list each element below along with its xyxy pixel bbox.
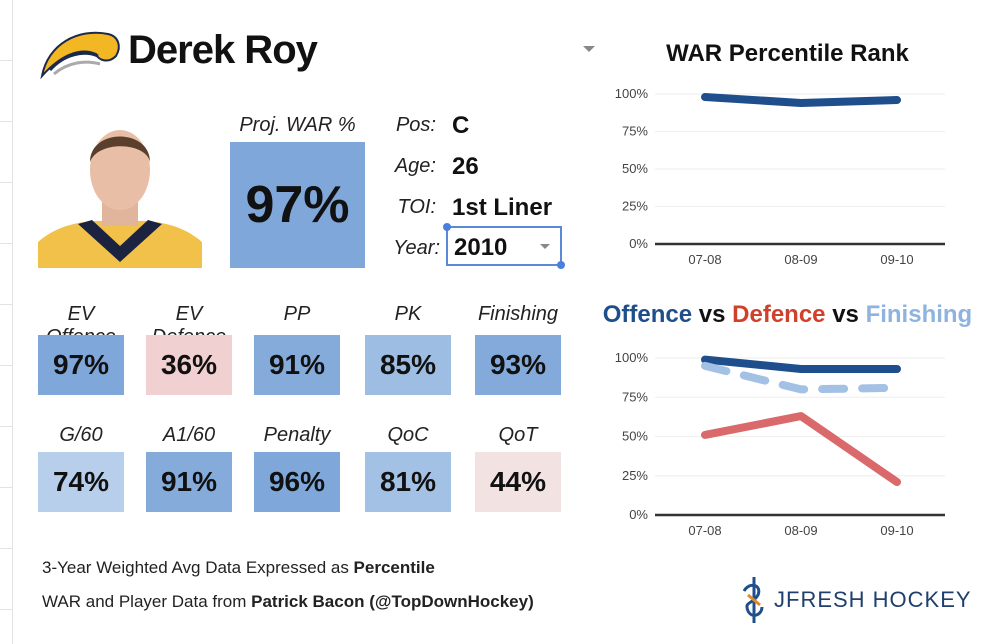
y-tick-label: 75% (622, 124, 648, 139)
proj-war-label: Proj. WAR % (239, 114, 356, 136)
ovd-chart: 0% 25% 50% 75% 100% 07-08 08-09 09-10 (615, 350, 945, 538)
x-tick-label: 08-09 (784, 523, 817, 538)
team-logo (40, 31, 120, 80)
war-percentile-chart: 0% 25% 50% 75% 100% 07-08 08-09 09-10 (615, 86, 945, 267)
player-photo (38, 112, 202, 268)
footer-line-1: 3-Year Weighted Avg Data Expressed as Pe… (42, 558, 435, 577)
title-offence: Offence (602, 301, 693, 328)
age-label: Age: (394, 155, 436, 177)
y-tick-label: 100% (615, 350, 649, 365)
tile-value: 74% (38, 452, 124, 512)
y-tick-label: 25% (622, 468, 648, 483)
x-tick-label: 08-09 (784, 252, 817, 267)
series-line-defence (701, 412, 901, 487)
year-dropdown[interactable]: 2010 (443, 223, 565, 269)
x-tick-label: 09-10 (880, 252, 913, 267)
tile-label: QoT (498, 424, 538, 446)
year-label: Year: (393, 237, 440, 259)
series-line-offence (701, 355, 901, 373)
dropdown-arrow-icon[interactable] (583, 46, 595, 52)
toi-value: 1st Liner (452, 194, 553, 221)
pos-value: C (452, 112, 470, 139)
tile-label: A1/60 (162, 424, 216, 446)
y-tick-label: 50% (622, 161, 648, 176)
war-chart-title: WAR Percentile Rank (666, 40, 909, 67)
y-tick-label: 50% (622, 429, 648, 444)
tile-value: 91% (146, 452, 232, 512)
tile-value: 36% (146, 335, 232, 395)
sheet-gridlines (0, 0, 13, 644)
y-tick-label: 0% (629, 507, 648, 522)
y-tick-label: 75% (622, 389, 648, 404)
brand-logo: JFRESH HOCKEY (740, 575, 972, 625)
tile-value: 81% (365, 452, 451, 512)
year-value: 2010 (454, 234, 508, 261)
player-name: Derek Roy (128, 28, 318, 72)
proj-war-value: 97% (230, 142, 365, 268)
tile-value: 96% (254, 452, 340, 512)
toi-label: TOI: (397, 196, 436, 218)
footer-line-2: WAR and Player Data from Patrick Bacon (… (42, 592, 534, 611)
tile-label: Penalty (263, 424, 331, 446)
tile-value: 91% (254, 335, 340, 395)
title-finishing: Finishing (865, 301, 973, 328)
pos-label: Pos: (395, 114, 436, 136)
series-line-war (701, 93, 901, 107)
tile-label: G/60 (59, 424, 103, 446)
x-tick-label: 07-08 (688, 252, 721, 267)
tile-value: 93% (475, 335, 561, 395)
tile-value: 97% (38, 335, 124, 395)
age-value: 26 (452, 153, 479, 180)
tile-value: 44% (475, 452, 561, 512)
series-line-finishing (701, 361, 901, 394)
tile-label: Finishing (477, 303, 559, 325)
ovd-chart-title: Offence vs Defence vs Finishing (602, 301, 973, 328)
tile-label: PP (283, 303, 311, 325)
chevron-down-icon (540, 244, 550, 249)
x-tick-label: 07-08 (688, 523, 721, 538)
y-tick-label: 0% (629, 236, 648, 251)
title-defence: Defence (732, 301, 826, 328)
x-tick-label: 09-10 (880, 523, 913, 538)
tile-label: QoC (387, 424, 429, 446)
y-tick-label: 25% (622, 199, 648, 214)
tile-label: PK (394, 303, 422, 325)
tile-value: 85% (365, 335, 451, 395)
y-tick-label: 100% (615, 86, 649, 101)
